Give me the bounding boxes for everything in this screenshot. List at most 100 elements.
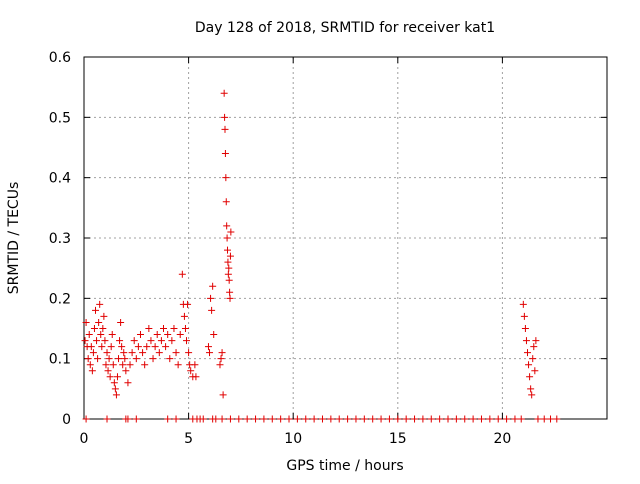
data-point-marker (94, 355, 102, 363)
data-point-marker (222, 198, 230, 206)
data-point-marker (143, 343, 151, 351)
data-point-marker (101, 337, 109, 345)
data-point-marker (97, 331, 105, 339)
zero-level-marker (452, 415, 460, 423)
zero-level-marker (419, 415, 427, 423)
y-tick-label: 0.5 (49, 110, 71, 126)
y-tick-label: 0.1 (49, 352, 71, 368)
data-point-marker (89, 349, 97, 357)
zero-level-marker (377, 415, 385, 423)
data-point-marker (527, 385, 535, 393)
data-point-marker (95, 318, 103, 326)
data-point-marker (219, 391, 227, 399)
data-point-marker (221, 125, 229, 133)
data-point-marker (218, 349, 226, 357)
data-point-marker (522, 337, 530, 345)
zero-level-marker (218, 415, 226, 423)
data-point-marker (88, 367, 96, 375)
data-point-marker (532, 337, 540, 345)
data-point-marker (118, 343, 126, 351)
data-point-marker (185, 349, 193, 357)
zero-level-marker (486, 415, 494, 423)
data-point-marker (84, 355, 92, 363)
zero-level-marker (235, 415, 243, 423)
data-point-marker (226, 294, 234, 302)
data-point-marker (521, 325, 529, 332)
zero-level-marker (327, 415, 335, 423)
zero-level-marker (385, 415, 393, 423)
data-point-marker (103, 349, 111, 357)
zero-level-marker (252, 415, 260, 423)
zero-level-marker (172, 415, 180, 423)
data-point-marker (226, 288, 234, 296)
data-point-marker (108, 331, 116, 339)
x-tick-label: 0 (80, 431, 89, 447)
chart-title: Day 128 of 2018, SRMTID for receiver kat… (195, 20, 495, 36)
data-point-marker (113, 373, 121, 381)
data-point-marker (227, 228, 235, 236)
data-point-marker (226, 252, 234, 260)
data-point-marker (519, 300, 527, 308)
data-point-marker (207, 294, 215, 302)
data-point-marker (157, 337, 165, 345)
y-tick-label: 0.3 (49, 231, 71, 247)
data-point-marker (96, 300, 104, 308)
zero-level-marker (540, 415, 548, 423)
data-point-marker (209, 282, 217, 290)
data-point-marker (223, 234, 231, 242)
data-point-marker (122, 367, 130, 375)
data-point-marker (82, 318, 90, 326)
zero-level-marker (318, 415, 326, 423)
x-tick-label: 15 (389, 431, 407, 447)
data-point-marker (224, 246, 232, 254)
zero-level-marker (547, 415, 555, 423)
y-tick-label: 0.2 (49, 291, 71, 307)
zero-level-marker (511, 415, 519, 423)
data-point-marker (168, 337, 176, 345)
data-point-marker (221, 150, 229, 158)
data-point-marker (105, 355, 113, 363)
data-point-marker (176, 331, 184, 339)
data-point-marker (141, 361, 149, 369)
grid-layer (84, 57, 607, 419)
y-tick-label: 0 (62, 412, 71, 428)
data-point-marker (170, 325, 178, 332)
data-point-marker (134, 343, 142, 351)
data-point-marker (223, 222, 231, 230)
zero-level-marker (427, 415, 435, 423)
zero-level-marker (436, 415, 444, 423)
data-point-marker (126, 361, 134, 369)
data-point-marker (162, 343, 170, 351)
data-point-marker (184, 300, 192, 308)
data-point-marker (530, 343, 538, 351)
data-point-marker (529, 355, 537, 363)
zero-level-marker (461, 415, 469, 423)
data-point-marker (81, 337, 89, 345)
data-point-marker (147, 337, 155, 345)
data-point-marker (225, 264, 233, 272)
data-point-marker (99, 325, 107, 332)
data-point-marker (220, 89, 228, 97)
zero-level-marker (469, 415, 477, 423)
data-point-marker (86, 361, 94, 369)
data-point-marker (128, 349, 136, 357)
zero-level-marker (360, 415, 368, 423)
data-point-marker (100, 312, 108, 320)
text-layer: Day 128 of 2018, SRMTID for receiver kat… (6, 20, 511, 474)
data-point-marker (102, 361, 110, 369)
data-point-marker (109, 361, 117, 369)
zero-level-marker (132, 415, 140, 423)
zero-level-marker (310, 415, 318, 423)
data-point-marker (93, 337, 101, 345)
data-point-marker (172, 349, 180, 357)
zero-level-marker (553, 415, 561, 423)
data-point-marker (206, 349, 214, 357)
data-point-marker (130, 337, 138, 345)
data-point-marker (216, 361, 224, 369)
data-point-marker (174, 361, 182, 369)
zero-level-marker (243, 415, 251, 423)
data-point-marker (117, 318, 125, 326)
zero-level-marker (411, 415, 419, 423)
zero-level-marker (494, 415, 502, 423)
data-point-marker (124, 379, 132, 387)
